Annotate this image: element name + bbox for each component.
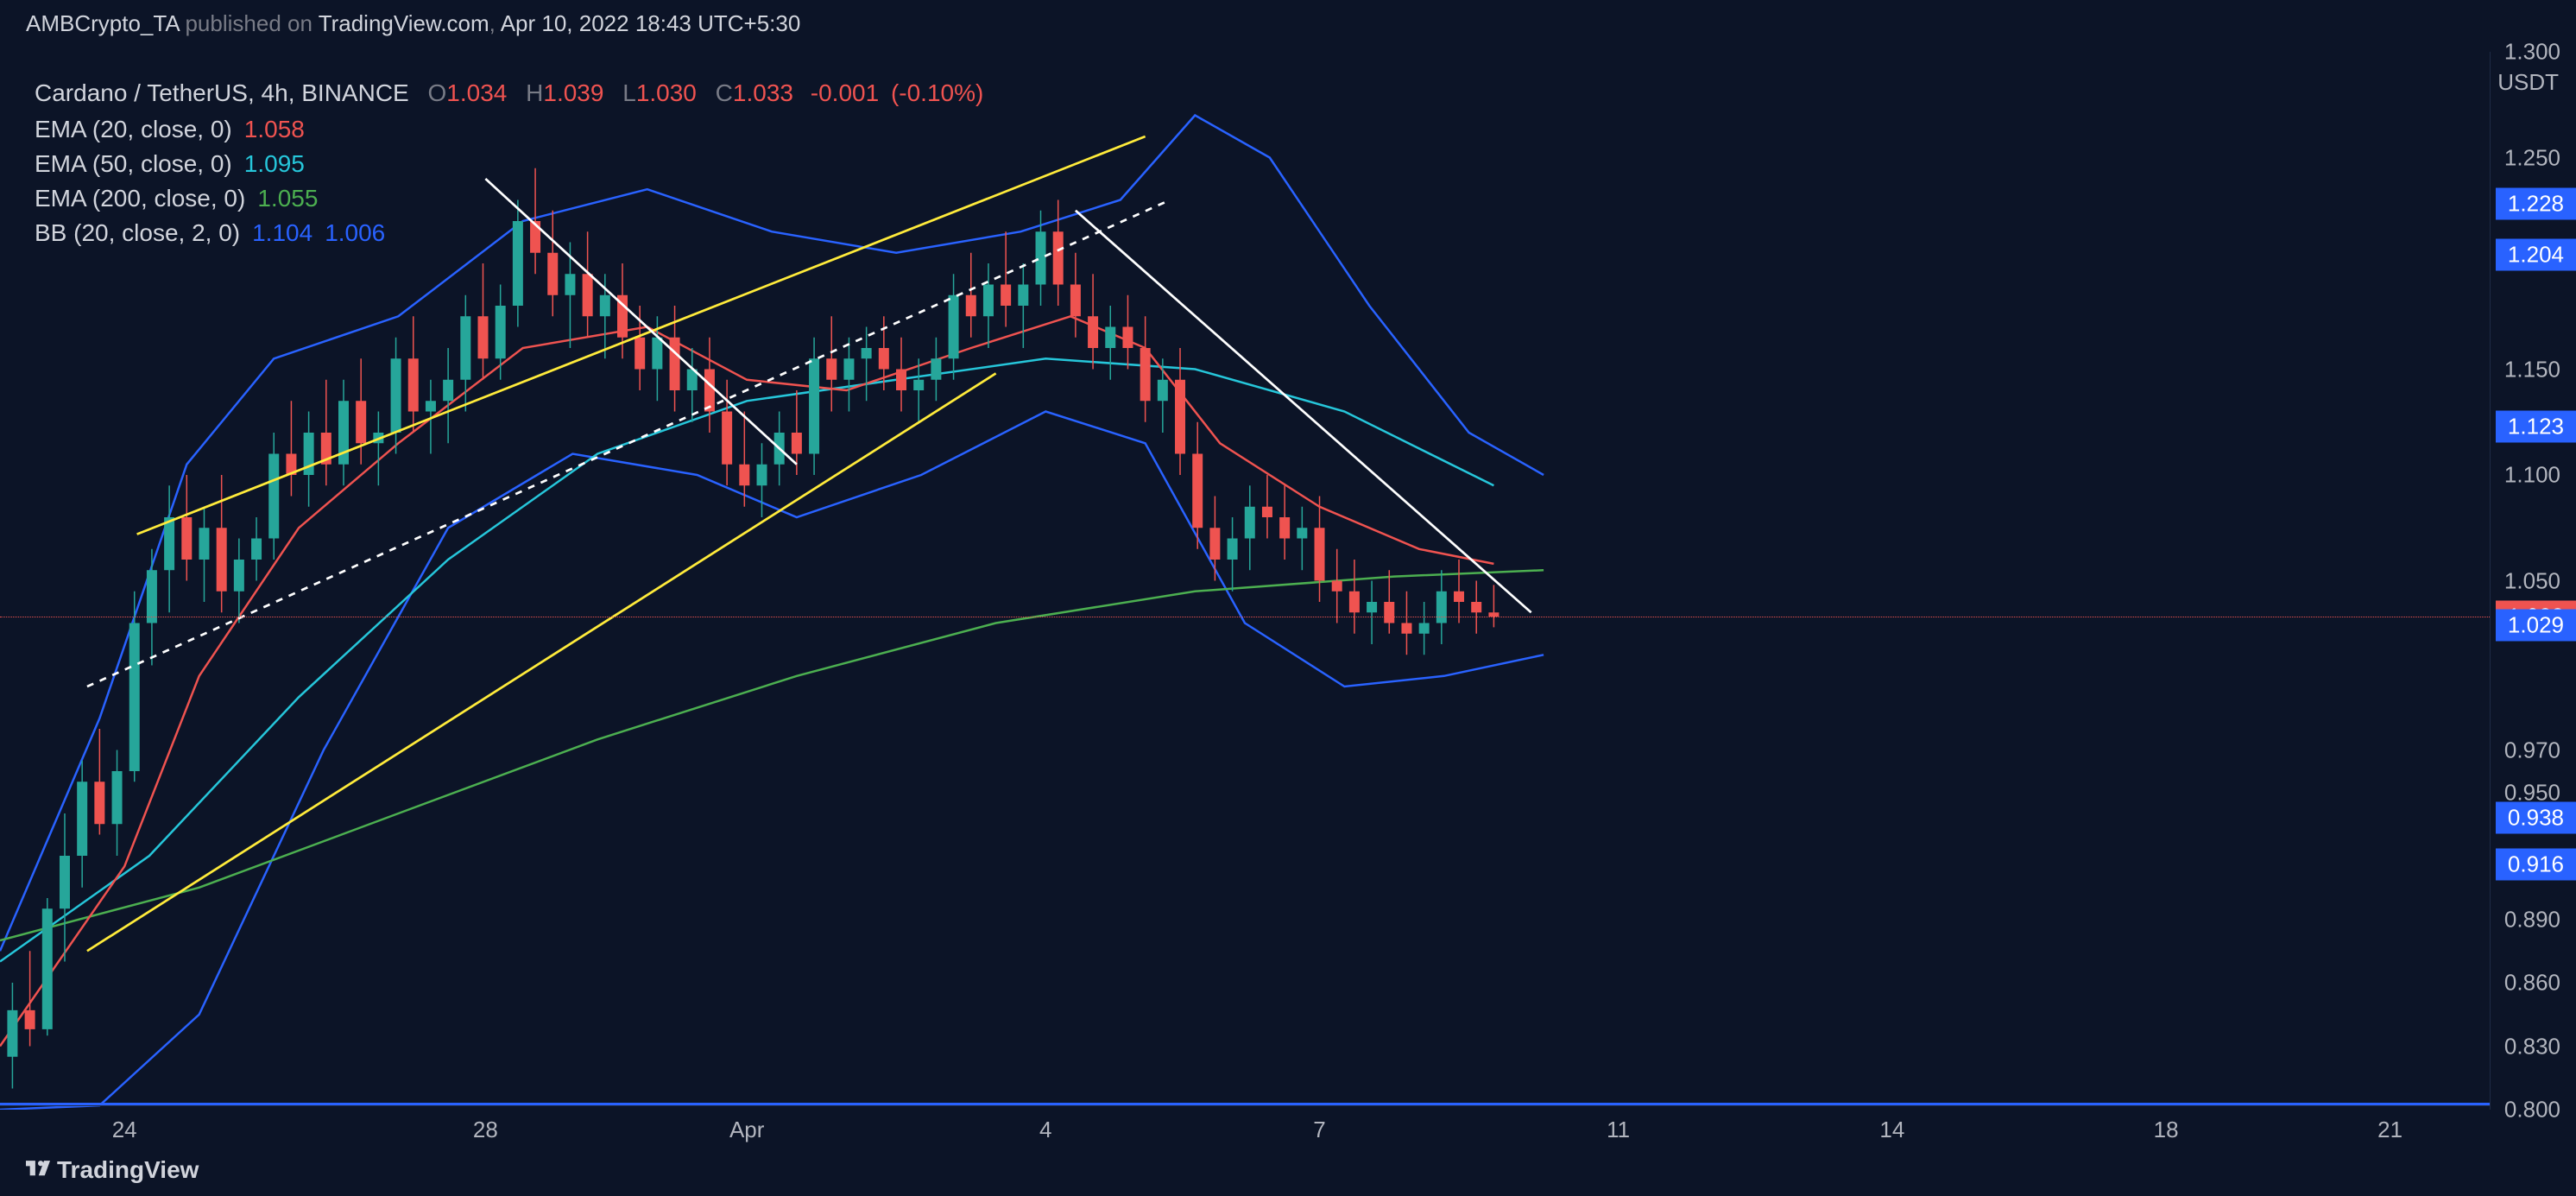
time-tick: 4 [1039,1117,1051,1143]
price-marker: 1.029 [2496,609,2576,641]
time-tick: 7 [1313,1117,1325,1143]
time-axis-highlight [0,1103,2490,1105]
price-tick: 0.890 [2504,906,2560,933]
time-tick: Apr [729,1117,764,1143]
price-marker: 0.916 [2496,848,2576,880]
price-tick: 0.830 [2504,1033,2560,1060]
tradingview-logo-icon [26,1158,50,1182]
time-tick: 18 [2154,1117,2179,1143]
price-marker: 1.204 [2496,239,2576,271]
chart-area[interactable] [0,52,2490,1110]
price-tick: 1.150 [2504,356,2560,383]
price-tick: 1.100 [2504,462,2560,489]
price-axis[interactable]: 1.3001.2501.1501.1001.0500.9700.9500.890… [2490,52,2576,1110]
price-tick: 0.860 [2504,970,2560,997]
price-marker: 1.123 [2496,410,2576,442]
tradingview-watermark: TradingView [26,1156,199,1184]
price-tick: 0.970 [2504,737,2560,763]
price-marker: 1.228 [2496,188,2576,220]
price-tick: 1.300 [2504,39,2560,66]
time-tick: 21 [2377,1117,2402,1143]
price-marker: 0.938 [2496,801,2576,833]
time-tick: 28 [473,1117,498,1143]
price-tick: 1.050 [2504,567,2560,594]
time-tick: 24 [112,1117,137,1143]
price-tick: 0.800 [2504,1097,2560,1123]
price-tick: 1.250 [2504,144,2560,171]
time-tick: 14 [1879,1117,1904,1143]
publish-header: AMBCrypto_TA published on TradingView.co… [26,10,800,37]
time-axis[interactable]: 24 28 Apr 4 7 11 14 18 21 [0,1105,2490,1149]
chart-container: AMBCrypto_TA published on TradingView.co… [0,0,2576,1196]
time-tick: 11 [1607,1117,1630,1143]
